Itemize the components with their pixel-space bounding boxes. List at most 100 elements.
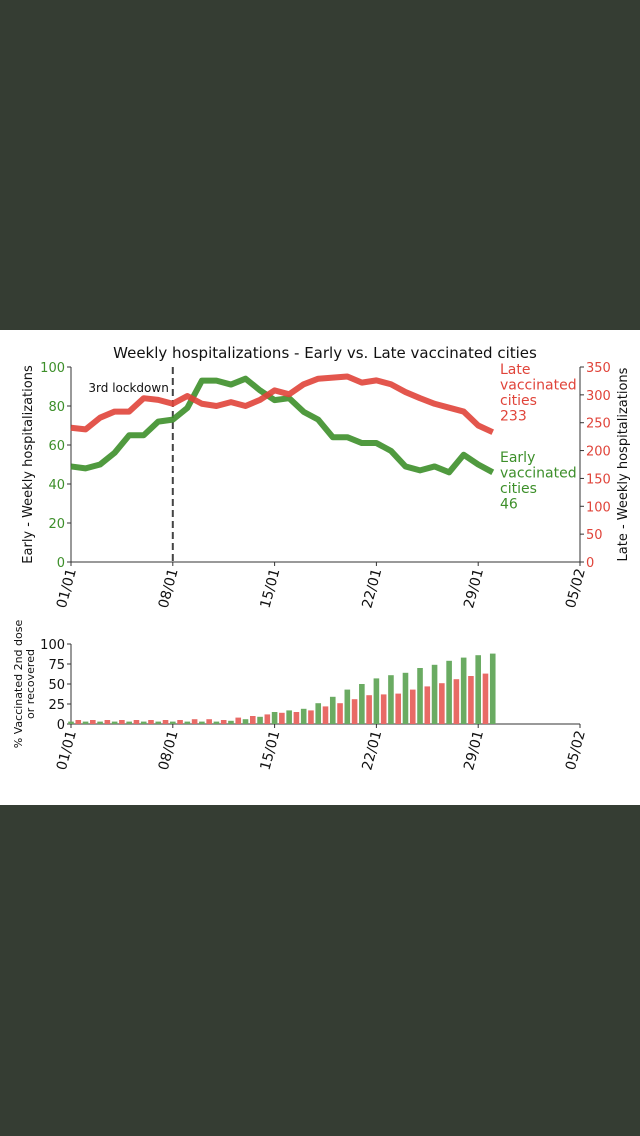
- bar-late: [468, 676, 474, 724]
- bar-y-tick-label: 75: [48, 658, 65, 673]
- series-label-late: 233: [500, 409, 527, 425]
- bar-early: [460, 657, 467, 724]
- bar-late: [264, 714, 271, 724]
- y-right-tick-label: 300: [586, 389, 611, 404]
- line-chart-x-tick-label: 01/01: [54, 567, 80, 610]
- line-chart-x-tick-label: 29/01: [461, 567, 487, 610]
- bar-late: [482, 673, 489, 724]
- series-label-late: cities: [500, 393, 537, 409]
- chart-title: Weekly hospitalizations - Early vs. Late…: [113, 344, 537, 362]
- bar-early: [140, 721, 147, 724]
- bar-late: [409, 689, 416, 724]
- bar-late: [337, 703, 343, 724]
- bar-late: [75, 720, 82, 724]
- bar-chart-x-tick-label: 29/01: [461, 729, 487, 772]
- series-label-early: cities: [500, 481, 537, 497]
- bar-early: [329, 696, 336, 724]
- bar-chart-x-tick-label: 05/02: [563, 729, 589, 772]
- bar-early: [97, 721, 103, 724]
- line-chart-x-tick-label: 05/02: [563, 567, 589, 610]
- y-right-tick-label: 200: [586, 445, 611, 460]
- bar-early: [388, 675, 394, 724]
- line-chart-x-tick-label: 22/01: [359, 567, 385, 610]
- bar-chart-x-tick-label: 01/01: [54, 729, 80, 772]
- lockdown-label: 3rd lockdown: [88, 381, 168, 395]
- bar-late: [453, 679, 460, 724]
- bar-early: [228, 720, 234, 724]
- series-line-early: [70, 375, 495, 476]
- bar-y-tick-label: 100: [40, 638, 65, 653]
- bar-early: [111, 721, 118, 724]
- bar-early: [402, 672, 409, 724]
- bar-early: [489, 653, 496, 724]
- bar-late: [380, 694, 387, 724]
- bar-late: [395, 693, 402, 724]
- bar-early: [286, 710, 292, 724]
- y-left-tick-label: 0: [57, 556, 65, 571]
- y-right-tick-label: 50: [586, 528, 603, 543]
- y-left-label: Early - Weekly hospitalizations: [21, 365, 36, 564]
- bar-late: [366, 695, 372, 724]
- series-label-late: vaccinated: [500, 378, 577, 394]
- bar-late: [133, 720, 140, 724]
- bar-late: [119, 720, 125, 724]
- bar-late: [322, 706, 329, 724]
- y-right-tick-label: 250: [586, 417, 611, 432]
- bar-chart-x-tick-label: 08/01: [156, 729, 182, 772]
- bar-late: [220, 720, 227, 724]
- bar-late: [439, 683, 445, 724]
- y-left-tick-label: 80: [48, 400, 65, 415]
- bar-early: [475, 655, 481, 724]
- bar-early: [359, 684, 365, 724]
- bar-late: [206, 719, 212, 724]
- y-right-label: Late - Weekly hospitalizations: [616, 367, 631, 561]
- bar-early: [184, 721, 191, 724]
- bar-early: [446, 660, 452, 724]
- bar-early: [199, 721, 205, 724]
- bar-chart-x-tick-label: 15/01: [258, 729, 284, 772]
- bar-y-label: or recovered: [24, 649, 37, 719]
- y-left-tick-label: 60: [48, 439, 65, 454]
- y-right-tick-label: 0: [586, 556, 594, 571]
- bar-late: [177, 720, 183, 724]
- chart-panel: [0, 330, 640, 805]
- bar-late: [279, 712, 285, 724]
- bar-y-tick-label: 0: [57, 718, 65, 733]
- bar-early: [344, 689, 351, 724]
- series-label-early: 46: [500, 497, 518, 513]
- bar-late: [104, 720, 111, 724]
- bar-early: [213, 721, 220, 724]
- bar-early: [170, 721, 176, 724]
- bar-early: [315, 703, 322, 724]
- bar-early: [373, 678, 380, 724]
- y-left-tick-label: 40: [48, 478, 65, 493]
- bar-early: [126, 721, 132, 724]
- bar-early: [242, 719, 249, 724]
- bar-late: [424, 686, 431, 724]
- y-right-tick-label: 350: [586, 361, 611, 376]
- bar-chart-x-tick-label: 22/01: [359, 729, 385, 772]
- series-label-early: Early: [500, 450, 535, 466]
- bar-early: [155, 721, 162, 724]
- bar-late: [351, 699, 358, 724]
- bar-y-label: % Vaccinated 2nd dose: [12, 620, 25, 749]
- bar-late: [148, 720, 154, 724]
- y-right-tick-label: 150: [586, 472, 611, 487]
- series-label-early: vaccinated: [500, 466, 577, 482]
- bar-early: [257, 716, 263, 724]
- bar-early: [300, 708, 307, 724]
- bar-late: [90, 720, 96, 724]
- y-left-tick-label: 100: [40, 361, 65, 376]
- bar-early: [271, 712, 278, 724]
- bar-late: [308, 710, 314, 724]
- line-chart-x-tick-label: 15/01: [258, 567, 284, 610]
- y-left-tick-label: 20: [48, 517, 65, 532]
- bar-late: [235, 717, 242, 724]
- bar-early: [417, 668, 423, 724]
- line-chart-x-tick-label: 08/01: [156, 567, 182, 610]
- bar-early: [82, 721, 89, 724]
- bar-late: [293, 712, 300, 724]
- bar-y-tick-label: 50: [48, 678, 65, 693]
- bar-late: [249, 716, 256, 724]
